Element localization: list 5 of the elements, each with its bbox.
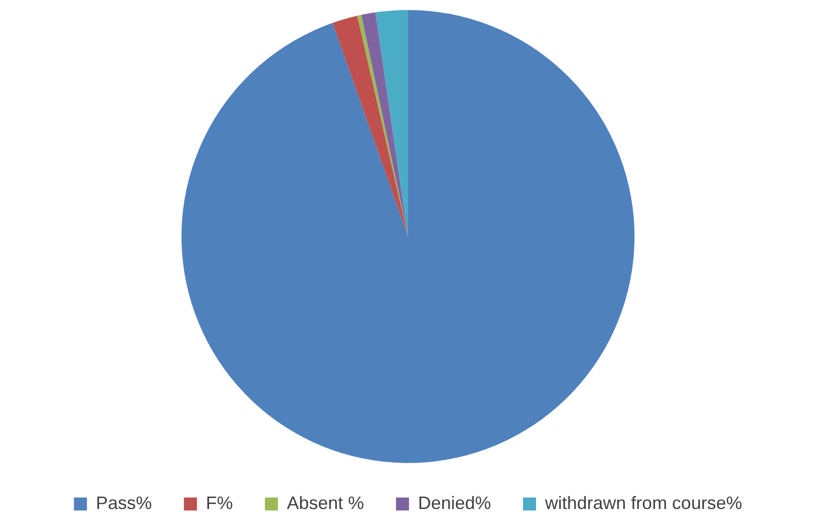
legend-label: withdrawn from course% [544, 492, 742, 513]
legend-label: Denied% [418, 492, 492, 513]
legend-label: Pass% [96, 492, 152, 513]
legend-label: Absent % [286, 492, 364, 513]
legend-label: F% [206, 492, 233, 513]
